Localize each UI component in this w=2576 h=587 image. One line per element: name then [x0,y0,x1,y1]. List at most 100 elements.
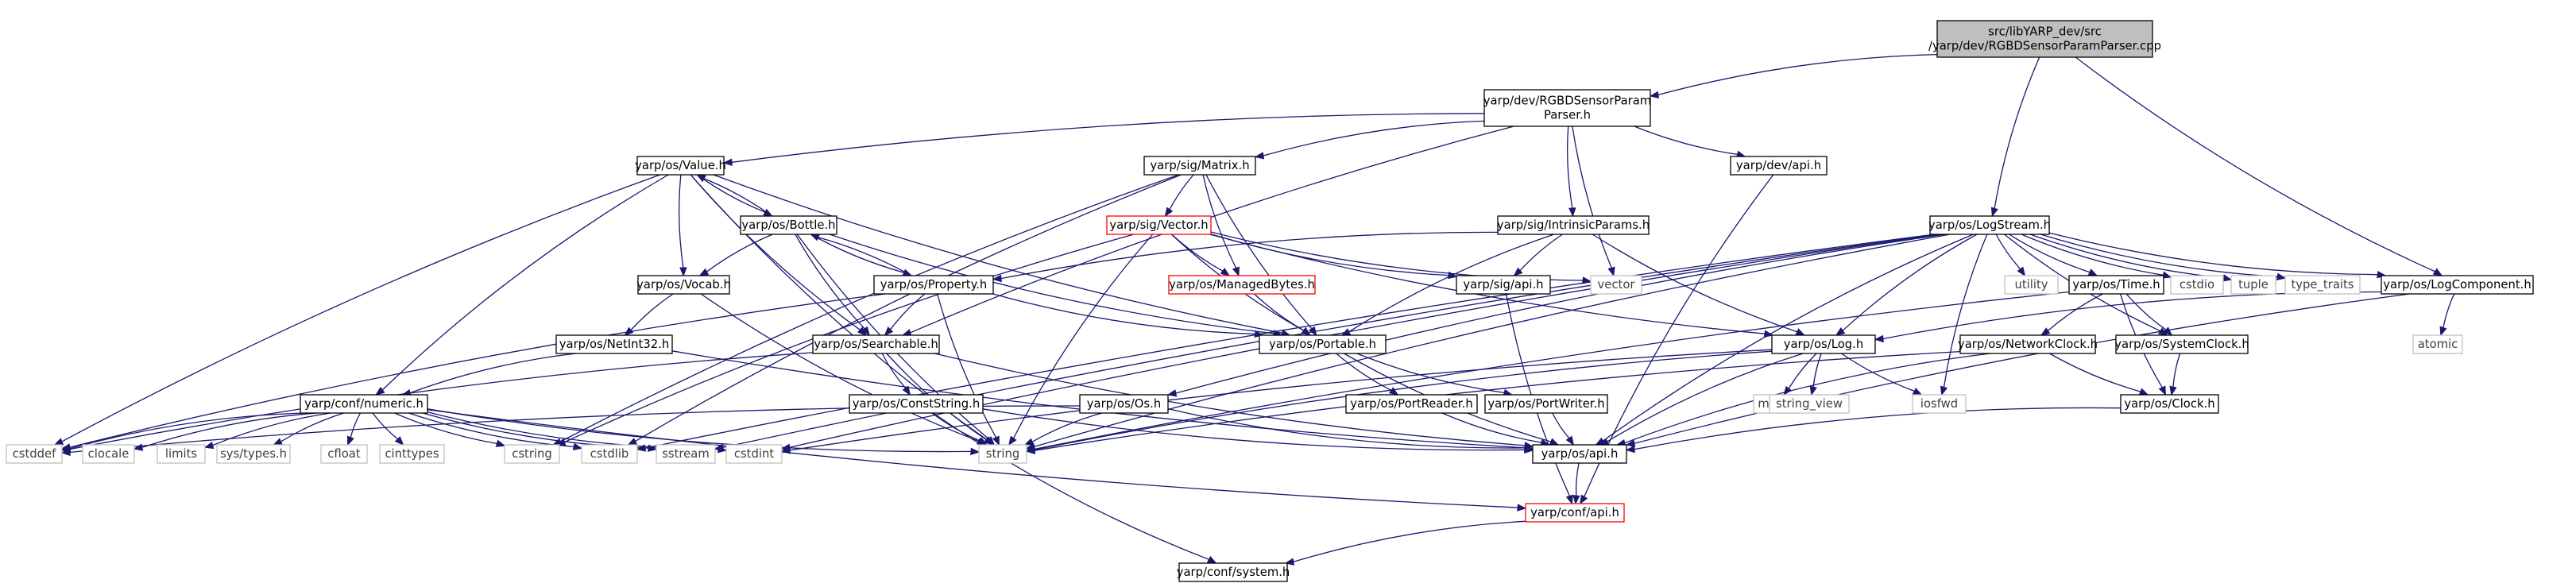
edge-line [937,293,997,438]
edge-arrowhead [698,268,710,276]
node-time[interactable]: yarp/os/Time.h [2068,275,2164,295]
edge-line [1293,520,1526,562]
node-box [1730,156,1828,176]
node-logcomp[interactable]: yarp/os/LogComponent.h [2381,275,2534,295]
node-label: /yarp/dev/RGBDSensorParamParser.cpp [1928,40,2161,53]
edge-line [713,174,1282,334]
edge-line [789,349,1773,451]
node-box [1497,215,1650,235]
node-intrinsic[interactable]: yarp/sig/IntrinsicParams.h [1497,215,1650,235]
node-log[interactable]: yarp/os/Log.h [1771,334,1876,354]
edge-arrowhead [394,436,404,446]
edge-vocab-to-netint [624,293,674,336]
edge-line [2021,234,2164,276]
edge-arrowhead [2087,268,2098,276]
edge-arrowhead [1783,385,1793,396]
node-matrix[interactable]: yarp/sig/Matrix.h [1143,156,1256,176]
edge-arrowhead [2138,388,2149,396]
edge-matrix-to-managed [1202,174,1240,277]
node-netint[interactable]: yarp/os/NetInt32.h [555,334,673,354]
edge-arrowhead [346,435,354,446]
edge-value-to-portable [713,174,1291,337]
edge-arrowhead [1220,268,1231,276]
node-box [637,275,730,295]
node-portable[interactable]: yarp/os/Portable.h [1259,334,1387,354]
node-box [1929,215,2050,235]
edge-arrowhead [60,444,72,453]
edge-arrowhead [2017,266,2026,277]
node-label: src/libYARP_dev/src [1988,25,2102,39]
node-property[interactable]: yarp/os/Property.h [873,275,994,295]
node-vector[interactable]: yarp/sig/Vector.h [1106,215,1212,235]
node-conststring[interactable]: yarp/os/ConstString.h [849,394,984,414]
node-label: cinttypes [385,447,439,461]
edge-rgbdh-to-value [722,113,1485,167]
edge-root-to-logstream [1990,56,2040,218]
edge-line [2040,234,2278,277]
node-box [6,444,63,464]
edge-arrowhead [2040,327,2051,336]
edge-line [1519,234,1563,271]
node-vocab[interactable]: yarp/os/Vocab.h [636,275,731,295]
edge-numeric-to-cinttypes [372,412,404,446]
node-box [2004,275,2059,295]
node-cstddef: cstddef [6,444,63,464]
edge-log-to-stringview [1809,353,1822,396]
edge-line [1209,234,1766,334]
node-label: yarp/sig/Vector.h [1109,218,1208,232]
edge-arrowhead [2222,274,2233,282]
edge-rgbdh-to-intrinsic [1567,126,1576,218]
node-managed[interactable]: yarp/os/ManagedBytes.h [1168,275,1316,295]
edge-numeric-to-systypes [273,412,344,446]
edge-arrowhead [1388,387,1399,396]
node-label: yarp/os/Vocab.h [636,278,731,292]
edge-line [350,412,361,438]
edge-arrowhead [992,274,1002,283]
node-label: clocale [88,447,130,461]
edge-arrowhead [1572,495,1580,505]
edge-arrowhead [495,439,506,447]
node-label: yarp/dev/RGBDSensorParam [1483,95,1651,108]
edge-line [1634,407,2122,450]
node-portreader[interactable]: yarp/os/PortReader.h [1345,394,1478,414]
node-box [1525,503,1625,523]
edge-log-to-iosfwd [1840,353,1923,396]
node-box [1769,394,1850,414]
edge-arrowhead [1023,438,1035,446]
node-box [1483,89,1651,127]
edge-line [427,408,972,453]
node-logstream[interactable]: yarp/os/LogStream.h [1928,215,2051,235]
edge-line [1812,353,1822,388]
node-clock[interactable]: yarp/os/Clock.h [2120,394,2219,414]
edge-logstream-to-cstdlib [636,234,1935,452]
node-os[interactable]: yarp/os/Os.h [1079,394,1169,414]
node-value[interactable]: yarp/os/Value.h [635,156,726,176]
node-osapi[interactable]: yarp/os/api.h [1532,444,1627,464]
node-confsys[interactable]: yarp/conf/system.h [1177,562,1290,582]
node-box [504,444,560,464]
node-portwriter[interactable]: yarp/os/PortWriter.h [1484,394,1608,414]
node-root[interactable]: src/libYARP_dev/src/yarp/dev/RGBDSensorP… [1928,20,2161,58]
node-box [2381,275,2534,295]
edge-line [1567,126,1573,209]
node-sigapi[interactable]: yarp/sig/api.h [1456,275,1551,295]
node-devapi[interactable]: yarp/dev/api.h [1730,156,1828,176]
node-confapi[interactable]: yarp/conf/api.h [1525,503,1625,523]
node-rgbdh[interactable]: yarp/dev/RGBDSensorParamParser.h [1483,89,1651,127]
node-bottle[interactable]: yarp/os/Bottle.h [740,215,837,235]
node-numeric[interactable]: yarp/conf/numeric.h [300,394,428,414]
node-netclock[interactable]: yarp/os/NetworkClock.h [1958,334,2098,354]
node-sysclock[interactable]: yarp/os/SystemClock.h [2114,334,2249,354]
node-searchable[interactable]: yarp/os/Searchable.h [812,334,940,354]
edge-arrowhead [2169,385,2177,396]
edge-line [795,234,865,330]
node-label: string [986,447,1019,461]
edge-numeric-to-string [427,408,981,456]
edge-arrowhead [1164,207,1174,218]
node-box [2068,275,2164,295]
edge-portable-to-portreader [1336,353,1399,396]
edge-logstream-to-utility [1995,234,2026,277]
node-label: yarp/conf/numeric.h [304,397,424,411]
edge-arrowhead [1625,439,1636,447]
edge-line [69,412,304,450]
